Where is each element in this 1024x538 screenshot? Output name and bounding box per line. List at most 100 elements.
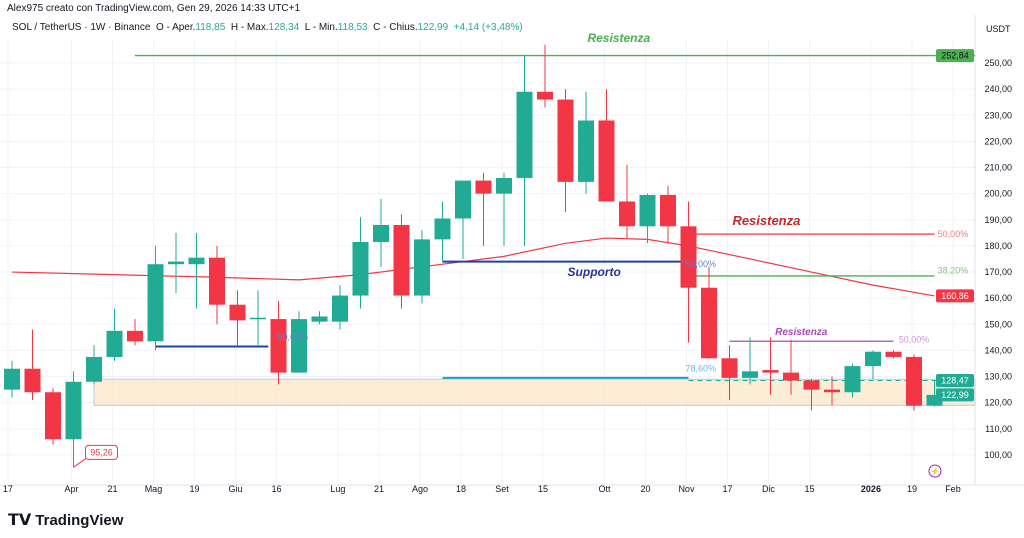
candle-body xyxy=(455,180,471,219)
time-tick: 15 xyxy=(804,484,814,494)
time-tick: Ott xyxy=(598,484,611,494)
time-tick: 18 xyxy=(456,484,466,494)
price-tick: 150,00 xyxy=(984,319,1012,329)
price-badge-text: 122,99 xyxy=(941,390,969,400)
time-tick: Giu xyxy=(228,484,242,494)
lightning-icon xyxy=(928,464,942,478)
price-tick: 210,00 xyxy=(984,163,1012,173)
candle-body xyxy=(332,295,348,322)
candle-body xyxy=(24,368,41,393)
high-value: 128,34 xyxy=(268,22,300,33)
price-tick: 180,00 xyxy=(984,241,1012,251)
high-label: H - Max. xyxy=(230,22,269,33)
candle-body xyxy=(865,351,881,367)
price-chart[interactable]: 100,00 110,00 120,00 130,00 140,00 150,00 160,… xyxy=(0,0,1024,505)
candle-body xyxy=(680,226,697,288)
price-tick: 160,00 xyxy=(984,293,1012,303)
price-badge xyxy=(936,388,974,402)
price-tick: 190,00 xyxy=(984,215,1012,225)
candle-body xyxy=(311,316,328,322)
candle-body xyxy=(250,317,266,320)
price-badge-text: 252,84 xyxy=(941,51,969,61)
support-zone xyxy=(93,378,976,406)
price-tick: 120,00 xyxy=(984,398,1012,408)
candle-body xyxy=(783,372,799,381)
candle-body xyxy=(352,241,369,296)
time-tick: 19 xyxy=(189,484,199,494)
time-tick: Ago xyxy=(412,484,428,494)
annotation-label: 50,00% xyxy=(278,332,309,342)
time-tick: Feb xyxy=(945,484,961,494)
candle-body xyxy=(270,319,287,373)
low-price-text: 95,26 xyxy=(90,447,113,457)
candle-body xyxy=(209,257,225,305)
candle-body xyxy=(721,358,738,378)
chart-credit: Alex975 creato con TradingView.com, Gen … xyxy=(7,3,301,14)
time-tick: 17 xyxy=(722,484,732,494)
candle-body xyxy=(906,356,922,406)
annotation-label: Resistenza xyxy=(775,327,828,338)
time-tick: 2026 xyxy=(861,484,881,494)
low-price-badge xyxy=(85,444,118,460)
candle-body xyxy=(168,261,184,265)
price-badge xyxy=(936,374,974,388)
moving-average-line xyxy=(11,237,935,297)
candle-body xyxy=(557,99,574,182)
time-tick: Lug xyxy=(330,484,345,494)
time-tick: 19 xyxy=(907,484,917,494)
candle-body xyxy=(660,194,676,227)
candle-body xyxy=(45,392,61,440)
candle-body xyxy=(598,120,615,202)
time-tick: 16 xyxy=(271,484,281,494)
tv-logo-icon: 𝗧𝗩 xyxy=(8,512,32,529)
time-tick: Nov xyxy=(678,484,695,494)
annotation-label: 78,60% xyxy=(686,363,717,373)
candle-body xyxy=(434,218,451,240)
candle-body xyxy=(4,368,20,390)
candle-body xyxy=(229,304,246,321)
price-badge xyxy=(936,289,974,303)
price-tick: 130,00 xyxy=(984,372,1012,382)
low-label: L - Min. xyxy=(304,22,338,33)
time-tick: 21 xyxy=(374,484,384,494)
time-tick: Set xyxy=(495,484,509,494)
annotation-label: Resistenza xyxy=(732,213,800,228)
price-badge-text: 160,86 xyxy=(941,291,969,301)
price-tick: 100,00 xyxy=(984,450,1012,460)
candle-body xyxy=(762,370,779,373)
price-tick: 200,00 xyxy=(984,189,1012,199)
candle-body xyxy=(516,91,533,178)
lightning-icon: ⚡ xyxy=(930,466,940,476)
candle-body xyxy=(926,394,943,406)
annotation-label: 50,00% xyxy=(938,229,969,239)
candle-body xyxy=(885,351,902,357)
annotation-label: 38,20% xyxy=(938,265,969,275)
annotation-label: 50,00% xyxy=(686,259,717,269)
candle-body xyxy=(291,319,307,373)
candle-body xyxy=(393,225,410,296)
logo-text: TradingView xyxy=(35,511,124,529)
price-tick: 170,00 xyxy=(984,267,1012,277)
candle-body xyxy=(824,389,840,393)
price-tick: 230,00 xyxy=(984,110,1012,120)
ohlc-legend: SOL / TetherUS · 1W · Binance O - Aper.1… xyxy=(12,22,523,33)
change-value: +4,14 (+3,48%) xyxy=(453,22,523,33)
low-pointer xyxy=(73,456,88,468)
candle-body xyxy=(803,380,820,390)
candle-body xyxy=(147,264,164,342)
candle-body xyxy=(496,177,512,194)
open-label: O - Aper. xyxy=(155,22,196,33)
candle-body xyxy=(188,257,205,265)
time-tick: Apr xyxy=(64,484,78,494)
time-tick: 17 xyxy=(3,484,13,494)
tradingview-logo[interactable]: 𝗧𝗩 TradingView xyxy=(8,510,123,530)
candle-body xyxy=(844,366,861,393)
candle-body xyxy=(65,381,82,440)
open-value: 118,85 xyxy=(195,22,226,33)
annotation-label: Supporto xyxy=(568,265,621,279)
price-tick: 220,00 xyxy=(984,136,1012,146)
symbol[interactable]: SOL / TetherUS · 1W · Binance xyxy=(12,22,151,33)
low-value: 118,53 xyxy=(337,22,368,33)
price-tick: 250,00 xyxy=(984,58,1012,68)
price-badge-text: 128,47 xyxy=(941,376,969,386)
